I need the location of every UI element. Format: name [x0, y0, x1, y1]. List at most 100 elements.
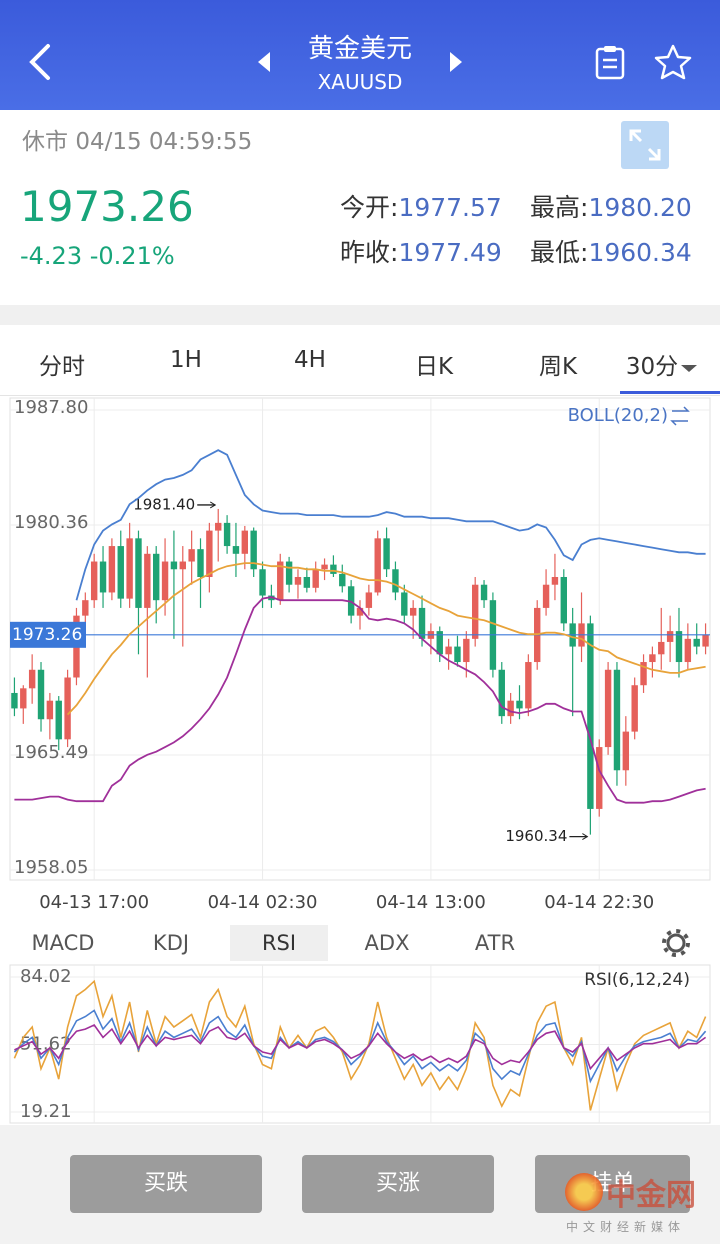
candle-body — [658, 641, 665, 655]
candle-body — [135, 538, 142, 608]
candle-body — [702, 634, 709, 647]
last-price: 1973.26 — [20, 182, 194, 231]
candle-body — [666, 631, 674, 642]
indicator-switch-icon — [670, 406, 690, 426]
favorite-icon[interactable] — [654, 44, 692, 80]
action-button[interactable]: 买涨 — [302, 1155, 494, 1213]
candle-body — [622, 731, 630, 771]
candle-body — [542, 584, 550, 608]
candle-body — [374, 538, 381, 593]
candle-body — [117, 546, 124, 599]
series-line — [13, 979, 707, 1111]
settings-icon[interactable] — [660, 927, 692, 959]
action-button[interactable]: 买跌 — [70, 1155, 262, 1213]
status: 休市 — [22, 129, 68, 155]
candle-body — [339, 573, 346, 587]
indicator-tab[interactable]: MACD — [31, 931, 95, 955]
candle-body — [640, 662, 647, 686]
candle-body — [604, 669, 612, 748]
change: -4.23 — [20, 242, 83, 270]
stat-label: 今开: — [340, 193, 399, 222]
candle-body — [489, 600, 497, 670]
y-tick-label: 1958.05 — [14, 857, 88, 878]
period-tab[interactable]: 30分 — [600, 347, 720, 394]
stat-label: 最高: — [530, 193, 589, 222]
indicator-label: BOLL(20,2) — [568, 405, 668, 426]
indicator-tab[interactable]: KDJ — [152, 931, 190, 955]
candle-body — [409, 607, 417, 616]
candle-body — [693, 638, 700, 647]
candle-body — [613, 669, 621, 771]
back-button[interactable] — [26, 42, 54, 82]
quote-stat: 最高:1980.20 — [530, 188, 692, 224]
x-tick-label: 04-14 02:30 — [208, 892, 318, 913]
clipboard-icon[interactable] — [594, 44, 626, 80]
period-tab[interactable]: 1H — [124, 347, 248, 373]
candle-body — [312, 569, 319, 588]
candle-body — [90, 561, 98, 601]
x-tick-label: 04-14 13:00 — [376, 892, 486, 913]
candle-body — [684, 638, 692, 663]
candle-body — [285, 561, 293, 585]
stat-label: 昨收: — [340, 238, 399, 267]
x-tick-label: 04-13 17:00 — [39, 892, 149, 913]
market-status: 休市 04/15 04:59:55 — [22, 122, 252, 156]
y-tick-label: 51.62 — [20, 1033, 72, 1054]
quote-stat: 今开:1977.57 — [340, 188, 502, 224]
candle-body — [28, 669, 36, 689]
candle-body — [596, 747, 603, 809]
candle-body — [170, 561, 178, 570]
period-tab[interactable]: 4H — [248, 347, 372, 373]
stat-value: 1977.57 — [398, 193, 502, 222]
candle-body — [569, 623, 576, 647]
y-tick-label: 84.02 — [20, 966, 72, 987]
candle-body — [294, 576, 302, 585]
next-symbol[interactable] — [448, 50, 464, 74]
candle-body — [631, 685, 638, 732]
action-button[interactable]: 挂单 — [535, 1155, 690, 1213]
candle-body — [649, 654, 656, 663]
candle-body — [37, 669, 45, 720]
period-tab[interactable]: 周K — [496, 347, 620, 381]
indicator-tab[interactable]: RSI — [230, 925, 328, 961]
watermark-name: 中金网 — [606, 1178, 696, 1213]
expand-icon[interactable] — [621, 121, 669, 169]
y-tick-label: 1980.36 — [14, 512, 88, 533]
period-tab[interactable]: 日K — [372, 347, 496, 381]
candle-body — [144, 553, 151, 608]
series-line — [13, 1009, 707, 1084]
candle-body — [551, 576, 559, 585]
series-line — [66, 562, 706, 716]
candle-body — [11, 692, 18, 709]
candle-body — [241, 530, 249, 554]
candle-body — [197, 549, 204, 577]
header-title: 黄金美元 — [307, 34, 412, 64]
indicator-tab[interactable]: ADX — [364, 931, 410, 955]
candle-body — [126, 538, 133, 599]
tab-label: 4H — [294, 347, 326, 373]
candle-body — [356, 607, 364, 616]
y-tick-label: 1965.49 — [14, 742, 88, 763]
candle-body — [321, 564, 328, 570]
series-line — [75, 449, 706, 601]
candle-body — [259, 569, 266, 596]
y-tick-label: 19.21 — [20, 1101, 72, 1122]
watermark-tagline: 中文财经新媒体 — [566, 1220, 686, 1234]
prev-symbol[interactable] — [256, 50, 272, 74]
chart-frame — [9, 397, 711, 881]
period-tab[interactable]: 分时 — [0, 347, 124, 381]
candle-body — [161, 561, 169, 601]
candle-body — [534, 607, 541, 663]
divider — [0, 305, 720, 325]
candle-body — [480, 584, 488, 601]
stat-value: 1977.49 — [398, 238, 502, 267]
watermark-logo — [565, 1173, 603, 1211]
candle-body — [179, 561, 186, 570]
quote-stat: 昨收:1977.49 — [340, 233, 502, 269]
indicator-tab[interactable]: ATR — [474, 931, 516, 955]
candle-body — [463, 638, 470, 663]
change-percent: -0.21% — [89, 242, 175, 270]
stat-value: 1960.34 — [588, 238, 692, 267]
indicator-label: RSI(6,12,24) — [584, 970, 690, 990]
